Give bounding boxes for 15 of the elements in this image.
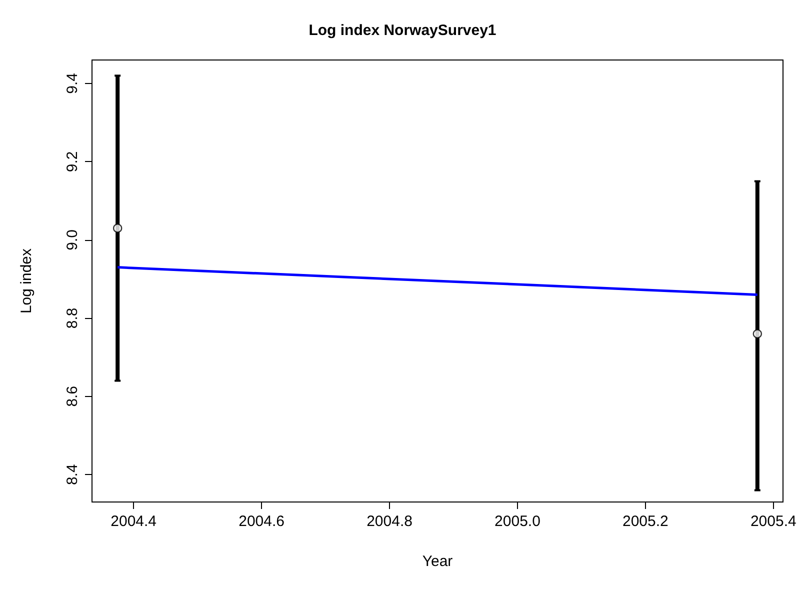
y-tick-label: 9.0 xyxy=(64,230,81,250)
y-tick-label: 8.6 xyxy=(64,386,81,407)
chart-title: Log index NorwaySurvey1 xyxy=(308,22,496,39)
y-tick-label: 9.4 xyxy=(64,73,81,94)
x-tick-label: 2005.4 xyxy=(750,513,796,530)
x-tick-label: 2004.6 xyxy=(238,513,284,530)
x-tick-label: 2005.0 xyxy=(494,513,540,530)
x-tick-label: 2004.8 xyxy=(366,513,412,530)
x-tick-label: 2004.4 xyxy=(110,513,157,530)
y-tick-label: 8.4 xyxy=(64,464,81,486)
y-tick-label: 9.2 xyxy=(64,151,81,172)
x-axis-title: Year xyxy=(422,553,453,570)
y-tick-label: 8.8 xyxy=(64,308,81,329)
x-tick-label: 2005.2 xyxy=(622,513,668,530)
y-axis-title: Log index xyxy=(18,248,35,314)
